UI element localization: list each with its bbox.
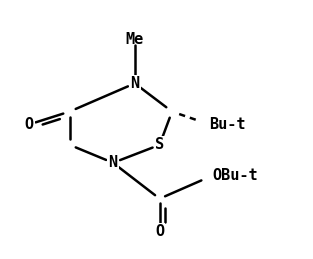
Text: O: O [25,117,34,132]
Text: OBu-t: OBu-t [212,168,258,183]
Text: N: N [109,155,118,170]
Text: S: S [155,137,164,152]
Text: Bu-t: Bu-t [209,117,246,132]
Text: O: O [155,225,164,240]
Text: Me: Me [126,32,144,47]
Text: N: N [130,76,139,91]
